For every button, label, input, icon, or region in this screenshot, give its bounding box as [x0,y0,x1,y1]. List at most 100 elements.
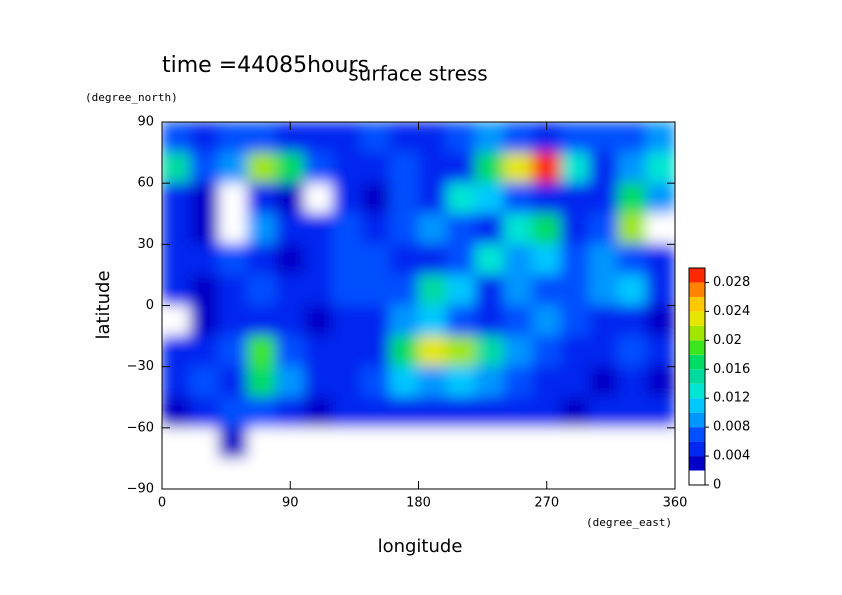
field-cell [475,457,505,489]
field-cell [361,366,391,398]
field-cell [646,243,675,276]
field-cell [646,182,675,215]
field-cell [218,366,248,398]
field-cell [503,122,533,154]
field-cell [617,213,647,245]
field-cell [589,122,619,154]
field-cell [646,457,675,489]
field-cell [532,427,562,459]
colorbar-tick-label: 0.024 [713,304,750,319]
field-cell [418,213,448,245]
field-cell [304,274,334,306]
field-cell [646,274,675,306]
field-cell [475,152,505,184]
field-cell [332,366,362,398]
field-cell [361,243,391,276]
y-axis-label: latitude [93,270,114,339]
field-cell [247,366,277,398]
field-cell [532,335,562,368]
colorbar-tick-label: 0.016 [713,362,750,377]
field-cell [247,122,277,154]
field-cell [247,427,277,459]
colorbar-tick-label: 0.008 [713,420,750,435]
field-cell [162,427,191,459]
field-cell [418,122,448,154]
field-cell [218,457,248,489]
field-cell [503,152,533,184]
field-cell [475,366,505,398]
field-cell [247,274,277,306]
field-cell [361,213,391,245]
field-cell [361,305,391,337]
field-cell [389,152,419,184]
field-cell [560,243,590,276]
field-cell [646,366,675,398]
field-cell [560,335,590,368]
x-tick-label: 0 [158,496,166,511]
x-tick-label: 270 [534,496,559,511]
field-cell [332,182,362,215]
field-cell [418,335,448,368]
field-cell [503,213,533,245]
field-cell [332,122,362,154]
field-cell [190,427,220,459]
field-cell [475,213,505,245]
field-cell [560,457,590,489]
field-cell [162,274,191,306]
x-tick-label: 180 [406,496,431,511]
field-cell [275,427,305,459]
field-cell [218,152,248,184]
field-cell [503,305,533,337]
field-cell [190,305,220,337]
field-cell [560,427,590,459]
y-tick-label: 60 [137,176,154,191]
field-cell [475,335,505,368]
field-cell [617,305,647,337]
field-cell [361,274,391,306]
field-cell [332,335,362,368]
field-cell [361,182,391,215]
field-cell [389,274,419,306]
field-cell [646,213,675,245]
field-cell [389,335,419,368]
field-cell [503,274,533,306]
field-cell [532,305,562,337]
field-cell [560,396,590,429]
field-cell [589,243,619,276]
field-cell [275,243,305,276]
field-cell [361,152,391,184]
colorbar-band [689,470,705,485]
field-cell [275,182,305,215]
field-cell [589,152,619,184]
field-cell [560,182,590,215]
colorbar-band [689,325,705,341]
field-cell [190,335,220,368]
field-cell [532,396,562,429]
field-cell [617,396,647,429]
field-cell [589,457,619,489]
field-cell [418,182,448,215]
field-cell [617,243,647,276]
colorbar-band [689,441,705,457]
x-tick-label: 360 [663,496,688,511]
field-cell [389,305,419,337]
field-cell [247,243,277,276]
field-cell [162,152,191,184]
y-tick-label: 90 [137,115,154,130]
field-cell [332,213,362,245]
field-cell [646,122,675,154]
field-cell [617,427,647,459]
y-tick-label: 0 [146,298,154,313]
field-cell [389,366,419,398]
colorbar-tick-label: 0 [713,478,721,493]
field-cell [304,335,334,368]
field-cell [218,122,248,154]
field-cell [446,427,476,459]
colorbar-band [689,340,705,355]
y-tick-label: −60 [127,420,154,435]
field-cell [218,182,248,215]
field-cell [446,182,476,215]
y-tick-label: −30 [127,359,154,374]
field-cell [617,274,647,306]
field-cell [589,366,619,398]
